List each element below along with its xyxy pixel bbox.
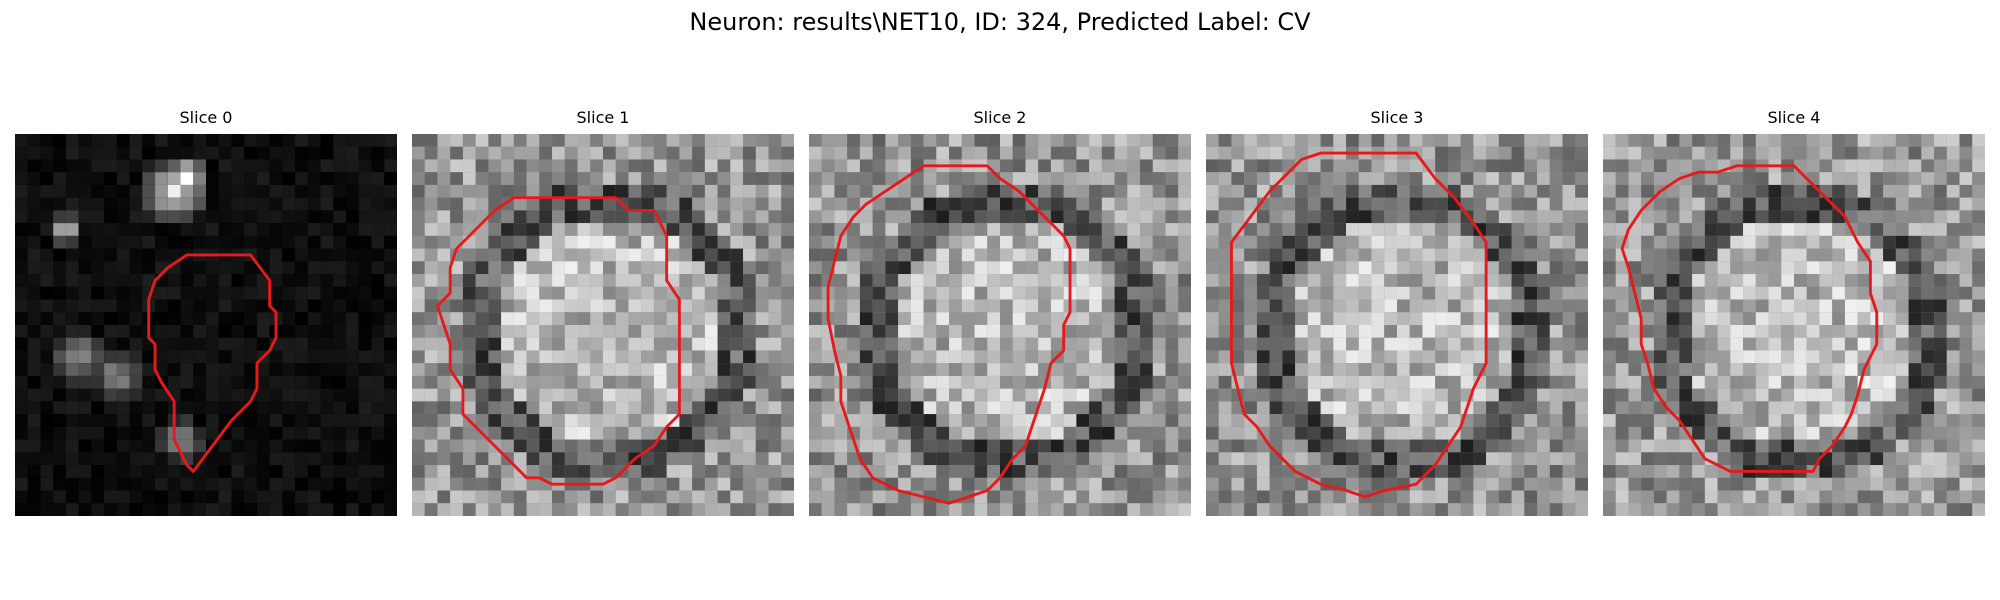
- slice-image: [412, 134, 794, 516]
- figure-title: Neuron: results\NET10, ID: 324, Predicte…: [0, 8, 2000, 36]
- pixel-texture: [15, 134, 397, 516]
- slice-title: Slice 2: [809, 108, 1191, 127]
- slice-image: [1603, 134, 1985, 516]
- slice-title: Slice 0: [15, 108, 397, 127]
- pixel-texture: [412, 134, 794, 516]
- slice-image: [809, 134, 1191, 516]
- slice-title: Slice 3: [1206, 108, 1588, 127]
- slice-image: [1206, 134, 1588, 516]
- slice-image: [15, 134, 397, 516]
- slice-title: Slice 4: [1603, 108, 1985, 127]
- pixel-texture: [1206, 134, 1588, 516]
- pixel-texture: [809, 134, 1191, 516]
- slice-title: Slice 1: [412, 108, 794, 127]
